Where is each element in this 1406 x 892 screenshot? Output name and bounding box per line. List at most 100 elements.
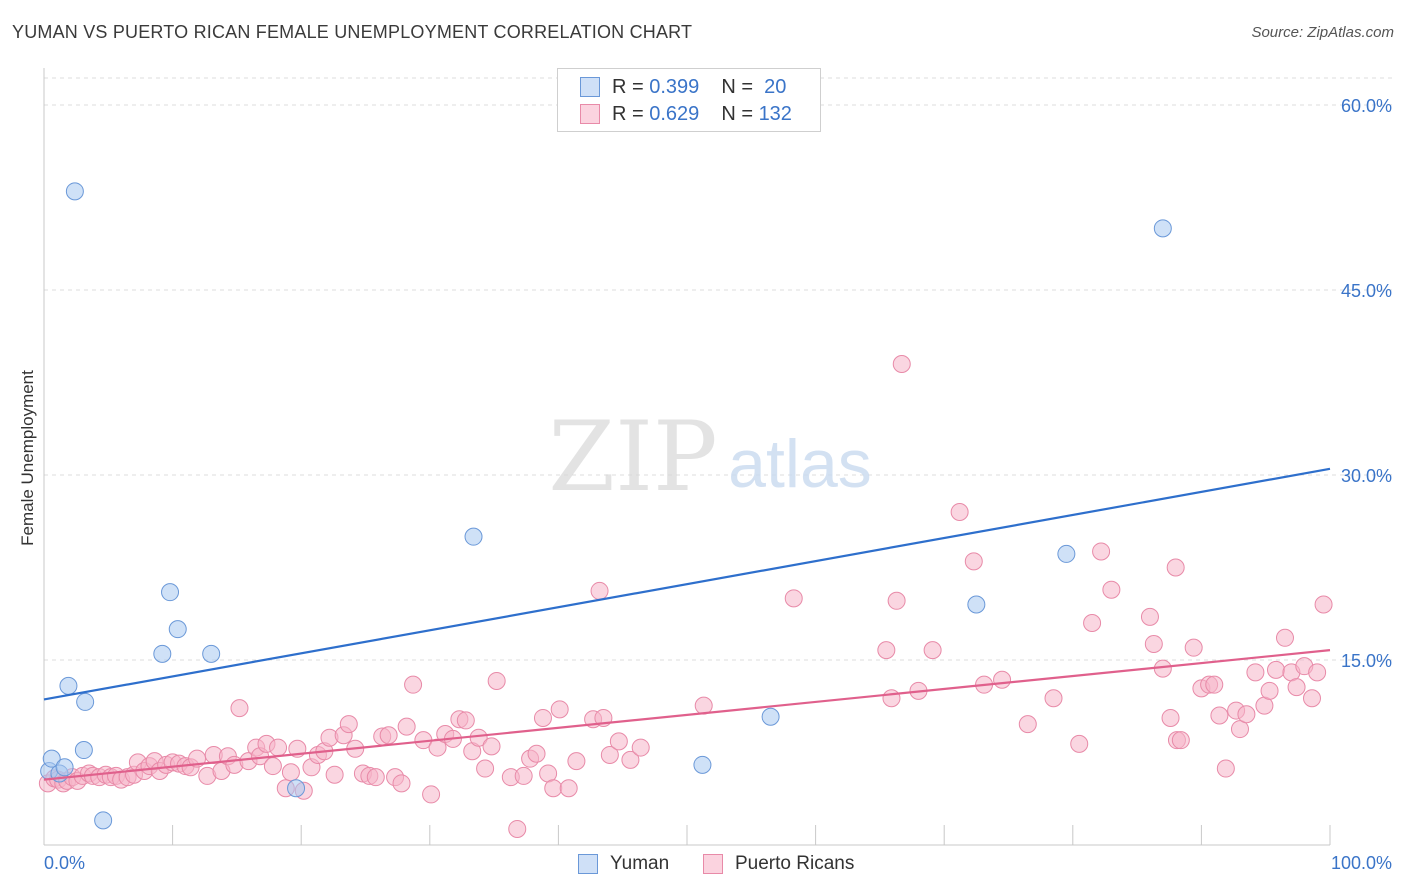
puerto-ricans-point: [1102, 580, 1121, 599]
puerto-ricans-point: [1018, 715, 1037, 734]
puerto-ricans-point: [567, 752, 586, 771]
legend-label: Puerto Ricans: [735, 853, 855, 874]
yuman-point: [287, 779, 306, 798]
puerto-ricans-point: [590, 581, 609, 600]
yuman-point: [168, 620, 187, 639]
watermark-zip: ZIP: [548, 401, 717, 513]
puerto-ricans-point: [892, 355, 911, 373]
puerto-ricans-point: [1246, 663, 1265, 682]
yuman-point: [42, 749, 61, 768]
n-label: N =: [721, 75, 753, 98]
puerto-ricans-point: [1314, 595, 1333, 614]
puerto-ricans-point: [269, 738, 288, 757]
puerto-ricans-point: [1184, 638, 1203, 657]
puerto-ricans-point: [1266, 660, 1285, 679]
puerto-ricans-point: [923, 641, 942, 660]
yuman-point: [161, 583, 180, 602]
chart-title: YUMAN VS PUERTO RICAN FEMALE UNEMPLOYMEN…: [12, 22, 693, 42]
puerto-ricans-point: [1230, 720, 1249, 739]
legend-item-yuman[interactable]: Yuman: [578, 851, 669, 877]
puerto-ricans-point: [993, 670, 1012, 689]
puerto-ricans-point: [527, 744, 546, 763]
puerto-ricans-point: [339, 715, 358, 734]
y-tick-label: 15.0%: [1341, 651, 1392, 671]
puerto-ricans-point: [784, 589, 803, 608]
watermark-atlas: atlas: [728, 426, 872, 502]
source-credit: Source: ZipAtlas.com: [1251, 24, 1394, 41]
puerto-ricans-point: [1275, 628, 1294, 647]
puerto-ricans-point: [631, 738, 650, 757]
puerto-ricans-point: [366, 768, 385, 787]
yuman-point: [1153, 219, 1172, 238]
puerto-ricans-point: [550, 700, 569, 719]
yuman-point: [464, 527, 483, 546]
puerto-ricans-point: [544, 779, 563, 798]
puerto-ricans-swatch: [580, 104, 600, 124]
yuman-point: [693, 755, 712, 774]
stats-row-puerto-ricans: R = 0.629 N = 132: [580, 102, 792, 126]
yuman-point: [74, 741, 93, 760]
yuman-point: [1057, 544, 1076, 563]
yuman-point: [967, 595, 986, 614]
puerto-ricans-point: [508, 819, 527, 838]
puerto-ricans-point: [1161, 708, 1180, 727]
puerto-ricans-point: [1044, 689, 1063, 708]
yuman-swatch: [578, 854, 598, 874]
y-tick-label: 45.0%: [1341, 281, 1392, 301]
r-value: 0.629: [649, 102, 700, 125]
puerto-ricans-point: [397, 717, 416, 736]
puerto-ricans-point: [1210, 706, 1229, 725]
puerto-ricans-point: [533, 708, 552, 727]
puerto-ricans-point: [1302, 689, 1321, 708]
puerto-ricans-point: [482, 737, 501, 756]
puerto-ricans-point: [950, 503, 969, 521]
r-value: 0.399: [649, 75, 700, 98]
puerto-ricans-trendline: [43, 649, 1331, 781]
puerto-ricans-point: [1216, 759, 1235, 778]
puerto-ricans-point: [487, 671, 506, 690]
yuman-swatch: [580, 77, 600, 97]
puerto-ricans-point: [964, 552, 983, 571]
puerto-ricans-point: [882, 689, 901, 708]
puerto-ricans-swatch: [703, 854, 723, 874]
puerto-ricans-point: [1144, 634, 1163, 653]
n-value: 20: [764, 75, 787, 98]
puerto-ricans-point: [230, 699, 249, 718]
puerto-ricans-point: [379, 726, 398, 745]
puerto-ricans-point: [1092, 542, 1111, 561]
r-label: R =: [612, 102, 644, 125]
legend-item-puerto-ricans[interactable]: Puerto Ricans: [703, 851, 854, 877]
puerto-ricans-point: [1260, 681, 1279, 700]
puerto-ricans-point: [1237, 705, 1256, 724]
puerto-ricans-point: [1166, 558, 1185, 577]
puerto-ricans-point: [621, 750, 640, 769]
puerto-ricans-point: [1171, 731, 1190, 750]
series-legend: Yuman Puerto Ricans: [0, 851, 1406, 877]
puerto-ricans-point: [422, 785, 441, 804]
puerto-ricans-point: [1070, 734, 1089, 753]
n-label: N =: [721, 102, 753, 125]
puerto-ricans-point: [1308, 663, 1327, 682]
legend-label: Yuman: [610, 853, 670, 874]
yuman-point: [76, 692, 95, 711]
yuman-point: [59, 676, 78, 695]
x-tick-label: 0.0%: [44, 853, 85, 873]
puerto-ricans-point: [1287, 678, 1306, 697]
stats-row-yuman: R = 0.399 N = 20: [580, 75, 786, 99]
yuman-point: [202, 644, 221, 663]
stats-legend: R = 0.399 N = 20 R = 0.629 N = 132: [557, 68, 821, 132]
n-value: 132: [758, 102, 792, 125]
puerto-ricans-point: [404, 675, 423, 694]
r-label: R =: [612, 75, 644, 98]
puerto-ricans-point: [263, 757, 282, 776]
yuman-point: [94, 811, 113, 830]
puerto-ricans-point: [1205, 675, 1224, 694]
yuman-trendline: [43, 467, 1331, 701]
puerto-ricans-point: [1083, 614, 1102, 632]
puerto-ricans-point: [1140, 607, 1159, 626]
puerto-ricans-point: [877, 641, 896, 660]
y-tick-label: 60.0%: [1341, 96, 1392, 116]
y-tick-label: 30.0%: [1341, 466, 1392, 486]
yuman-point: [761, 707, 780, 726]
